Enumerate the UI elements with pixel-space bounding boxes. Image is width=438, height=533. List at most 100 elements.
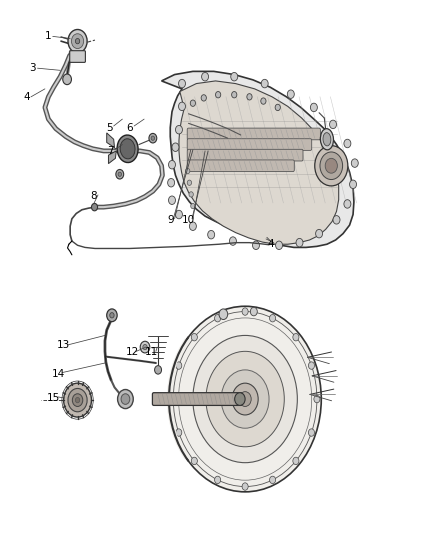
Circle shape <box>287 90 294 99</box>
Circle shape <box>251 308 257 316</box>
Circle shape <box>276 241 283 249</box>
Circle shape <box>315 146 348 186</box>
Ellipse shape <box>323 133 331 146</box>
Circle shape <box>118 172 121 176</box>
Circle shape <box>191 204 195 209</box>
Circle shape <box>68 29 87 53</box>
Circle shape <box>117 390 133 409</box>
Circle shape <box>232 92 237 98</box>
FancyBboxPatch shape <box>187 139 312 150</box>
Circle shape <box>172 143 179 151</box>
Circle shape <box>92 204 98 211</box>
Circle shape <box>239 392 251 407</box>
Circle shape <box>344 200 351 208</box>
FancyBboxPatch shape <box>187 160 294 172</box>
Circle shape <box>185 168 190 174</box>
Circle shape <box>215 314 221 322</box>
Text: 13: 13 <box>57 340 70 350</box>
FancyBboxPatch shape <box>187 149 303 161</box>
Circle shape <box>311 103 318 112</box>
Text: 4: 4 <box>267 239 274 249</box>
Circle shape <box>320 152 343 180</box>
Circle shape <box>201 72 208 81</box>
Circle shape <box>232 383 258 415</box>
Circle shape <box>169 196 176 205</box>
Ellipse shape <box>117 135 138 163</box>
Text: 1: 1 <box>45 31 52 42</box>
Circle shape <box>221 370 269 428</box>
Circle shape <box>293 457 299 465</box>
Circle shape <box>191 457 198 465</box>
Text: 12: 12 <box>125 348 138 358</box>
Circle shape <box>179 102 185 111</box>
Circle shape <box>169 306 321 492</box>
Circle shape <box>176 429 182 436</box>
Circle shape <box>269 314 276 322</box>
Circle shape <box>351 159 358 167</box>
Text: 11: 11 <box>145 348 158 358</box>
Circle shape <box>64 383 92 417</box>
Circle shape <box>333 216 340 224</box>
Circle shape <box>176 125 183 134</box>
Circle shape <box>169 160 176 169</box>
Ellipse shape <box>120 139 135 159</box>
Circle shape <box>155 366 162 374</box>
FancyBboxPatch shape <box>152 393 242 406</box>
Circle shape <box>206 351 284 447</box>
Polygon shape <box>162 71 354 247</box>
Circle shape <box>230 237 237 245</box>
Text: 6: 6 <box>127 123 133 133</box>
Ellipse shape <box>320 128 333 150</box>
Text: 5: 5 <box>106 123 113 133</box>
Circle shape <box>176 211 183 219</box>
Circle shape <box>325 158 337 173</box>
Circle shape <box>215 92 221 98</box>
Circle shape <box>110 313 114 318</box>
Circle shape <box>63 74 71 85</box>
Text: 8: 8 <box>90 191 97 201</box>
FancyBboxPatch shape <box>187 128 321 140</box>
Circle shape <box>261 98 266 104</box>
Text: 7: 7 <box>107 146 113 156</box>
Circle shape <box>193 335 297 463</box>
Circle shape <box>72 394 83 407</box>
Circle shape <box>140 341 150 353</box>
Circle shape <box>308 429 314 436</box>
Text: 3: 3 <box>29 63 36 73</box>
Circle shape <box>314 395 320 403</box>
Circle shape <box>75 38 80 44</box>
Circle shape <box>247 94 252 100</box>
Circle shape <box>208 230 215 239</box>
Circle shape <box>149 133 157 143</box>
Circle shape <box>168 179 175 187</box>
Circle shape <box>191 334 198 341</box>
FancyBboxPatch shape <box>70 51 85 62</box>
Circle shape <box>189 192 193 197</box>
Circle shape <box>116 169 124 179</box>
Circle shape <box>179 79 185 88</box>
Circle shape <box>253 241 259 249</box>
Text: 15: 15 <box>47 393 60 403</box>
Circle shape <box>296 238 303 247</box>
Text: 10: 10 <box>182 215 195 225</box>
Circle shape <box>344 139 351 148</box>
Circle shape <box>316 229 322 238</box>
Circle shape <box>201 95 206 101</box>
Circle shape <box>231 72 238 81</box>
Circle shape <box>293 334 299 341</box>
Text: 9: 9 <box>168 215 174 225</box>
Circle shape <box>143 344 147 350</box>
Circle shape <box>269 476 276 483</box>
Circle shape <box>219 309 228 319</box>
Text: 4: 4 <box>23 92 30 102</box>
Polygon shape <box>179 81 339 244</box>
Circle shape <box>215 476 221 483</box>
Circle shape <box>308 362 314 369</box>
Circle shape <box>151 136 155 140</box>
Circle shape <box>170 395 177 403</box>
Circle shape <box>235 393 245 406</box>
Circle shape <box>189 222 196 230</box>
Circle shape <box>329 120 336 128</box>
Circle shape <box>75 398 80 403</box>
Circle shape <box>176 362 182 369</box>
